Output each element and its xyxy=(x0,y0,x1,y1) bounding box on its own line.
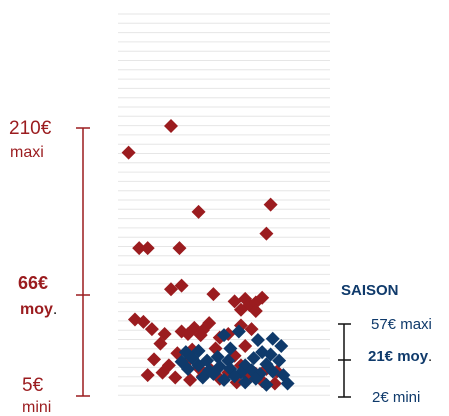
saison-mean-text: 21€ moy xyxy=(368,348,429,365)
data-point-total xyxy=(140,368,155,383)
data-point-total xyxy=(180,326,195,341)
data-point-total xyxy=(155,365,170,380)
data-point-total xyxy=(206,287,221,302)
mean-text-label: moy. xyxy=(20,302,57,318)
data-point-total xyxy=(121,145,136,160)
data-point-total xyxy=(238,339,253,354)
data-point-saison xyxy=(227,369,242,384)
data-points xyxy=(121,119,295,392)
saison-max-label: 57€ maxi xyxy=(371,316,432,333)
gridlines xyxy=(118,13,330,396)
data-point-total xyxy=(144,322,159,337)
data-point-saison xyxy=(238,375,253,390)
data-point-total xyxy=(172,241,187,256)
data-point-total xyxy=(168,370,183,385)
data-point-saison xyxy=(259,377,274,392)
saison-title: SAISON xyxy=(341,282,399,299)
max-value-label: 210€ xyxy=(9,118,52,139)
data-point-total xyxy=(255,290,270,305)
data-point-total xyxy=(147,352,162,367)
data-point-total xyxy=(244,322,259,337)
range-bracket-total xyxy=(76,127,90,397)
range-bracket-saison xyxy=(338,323,351,398)
data-point-saison xyxy=(180,362,195,377)
data-point-total xyxy=(164,282,178,297)
data-point-saison xyxy=(248,371,263,386)
min-text-label: mini xyxy=(22,399,52,416)
data-point-saison xyxy=(206,366,221,381)
data-point-total xyxy=(248,303,263,318)
data-point-saison xyxy=(217,372,231,387)
data-point-total xyxy=(259,226,274,241)
data-point-total xyxy=(202,316,217,331)
data-point-total xyxy=(136,314,151,329)
data-point-total xyxy=(191,204,206,219)
data-point-total xyxy=(267,376,282,391)
data-point-saison xyxy=(265,364,280,379)
data-point-total xyxy=(227,294,242,309)
data-point-total xyxy=(193,328,208,343)
data-point-saison xyxy=(246,351,261,366)
data-point-saison xyxy=(265,331,280,346)
mean-text-period: . xyxy=(52,301,58,318)
data-point-saison xyxy=(195,370,210,385)
data-point-total xyxy=(183,372,198,387)
mean-value-label: 66€ xyxy=(18,273,49,293)
data-point-total xyxy=(153,336,168,351)
data-point-saison xyxy=(223,341,238,356)
data-point-saison xyxy=(231,324,246,339)
data-point-total xyxy=(174,278,189,293)
mean-text: moy xyxy=(20,301,53,318)
data-point-saison xyxy=(274,339,289,354)
data-point-total xyxy=(140,241,155,256)
saison-mean-period: . xyxy=(428,348,433,365)
saison-min-label: 2€ mini xyxy=(372,389,421,406)
data-point-total xyxy=(263,197,278,212)
min-value-label: 5€ xyxy=(22,375,44,396)
max-text-label: maxi xyxy=(10,144,44,161)
data-point-saison xyxy=(210,349,225,364)
data-point-saison xyxy=(272,353,287,368)
data-point-total xyxy=(132,241,147,256)
data-point-total xyxy=(164,119,178,133)
saison-mean-label: 21€ moy. xyxy=(368,349,432,364)
data-point-saison xyxy=(217,328,231,343)
data-point-total xyxy=(233,302,248,317)
data-point-saison xyxy=(280,376,295,391)
data-point-saison xyxy=(191,358,206,373)
data-point-saison xyxy=(250,333,265,348)
